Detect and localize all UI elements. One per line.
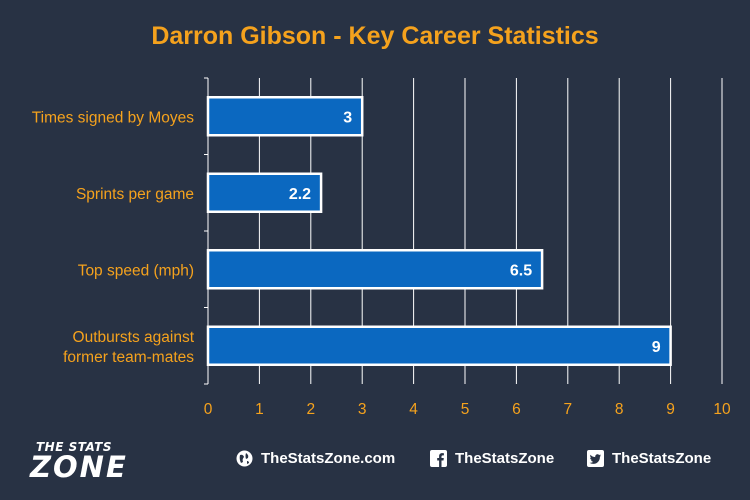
chart-title: Darron Gibson - Key Career Statistics: [151, 22, 598, 50]
value-label: 2.2: [289, 186, 311, 203]
bar: [206, 172, 323, 213]
category-label: Top speed (mph): [78, 262, 194, 279]
category-label: Sprints per game: [76, 186, 194, 203]
facebook-link[interactable]: TheStatsZone: [430, 450, 554, 467]
x-tick-label: 9: [666, 401, 675, 418]
value-label: 9: [652, 339, 661, 356]
category-label-line: Outbursts against: [73, 329, 195, 346]
x-tick-label: 7: [563, 401, 572, 418]
value-labels: 3 2.2 6.5 9: [289, 109, 661, 356]
twitter-icon: [587, 450, 604, 467]
category-label: Times signed by Moyes: [32, 109, 194, 126]
x-tick-label: 5: [461, 401, 470, 418]
footer: THE STATS ZONE TheStatsZone.com TheStats…: [0, 436, 750, 486]
x-tick-label: 0: [204, 401, 213, 418]
x-tick-label: 2: [306, 401, 315, 418]
twitter-text: TheStatsZone: [612, 450, 712, 467]
x-tick-label: 1: [255, 401, 264, 418]
bar: [206, 96, 364, 137]
x-tick-label: 10: [713, 401, 731, 418]
x-tick-label: 8: [615, 401, 624, 418]
twitter-link[interactable]: TheStatsZone: [587, 450, 711, 467]
x-tick-label: 4: [409, 401, 418, 418]
category-label-line: former team-mates: [63, 349, 194, 366]
facebook-text: TheStatsZone: [455, 450, 555, 467]
facebook-icon: [430, 450, 447, 467]
value-label: 3: [343, 109, 352, 126]
x-tick-label: 3: [358, 401, 367, 418]
category-label-line: Top speed (mph): [78, 262, 194, 279]
website-link[interactable]: TheStatsZone.com: [236, 450, 395, 467]
logo-top-text: THE STATS: [36, 440, 112, 454]
bar: [206, 249, 544, 290]
value-label: 6.5: [510, 262, 532, 279]
x-tick-labels: 0 1 2 3 4 5 6 7 8 9 10: [204, 401, 731, 418]
website-text: TheStatsZone.com: [261, 450, 396, 467]
category-labels: Times signed by Moyes Sprints per game Top…: [32, 109, 195, 366]
category-label-line: Sprints per game: [76, 186, 194, 203]
stats-zone-logo: THE STATS ZONE: [26, 436, 166, 484]
x-tick-label: 6: [512, 401, 521, 418]
bars: [206, 96, 672, 366]
logo-main-text: ZONE: [30, 450, 128, 484]
globe-icon: [236, 450, 253, 467]
category-label: Outbursts against former team-mates: [63, 329, 195, 366]
category-label-line: Times signed by Moyes: [32, 109, 194, 126]
bar-chart: Darron Gibson - Key Career Statistics Ti…: [32, 22, 731, 418]
bar: [206, 325, 672, 366]
